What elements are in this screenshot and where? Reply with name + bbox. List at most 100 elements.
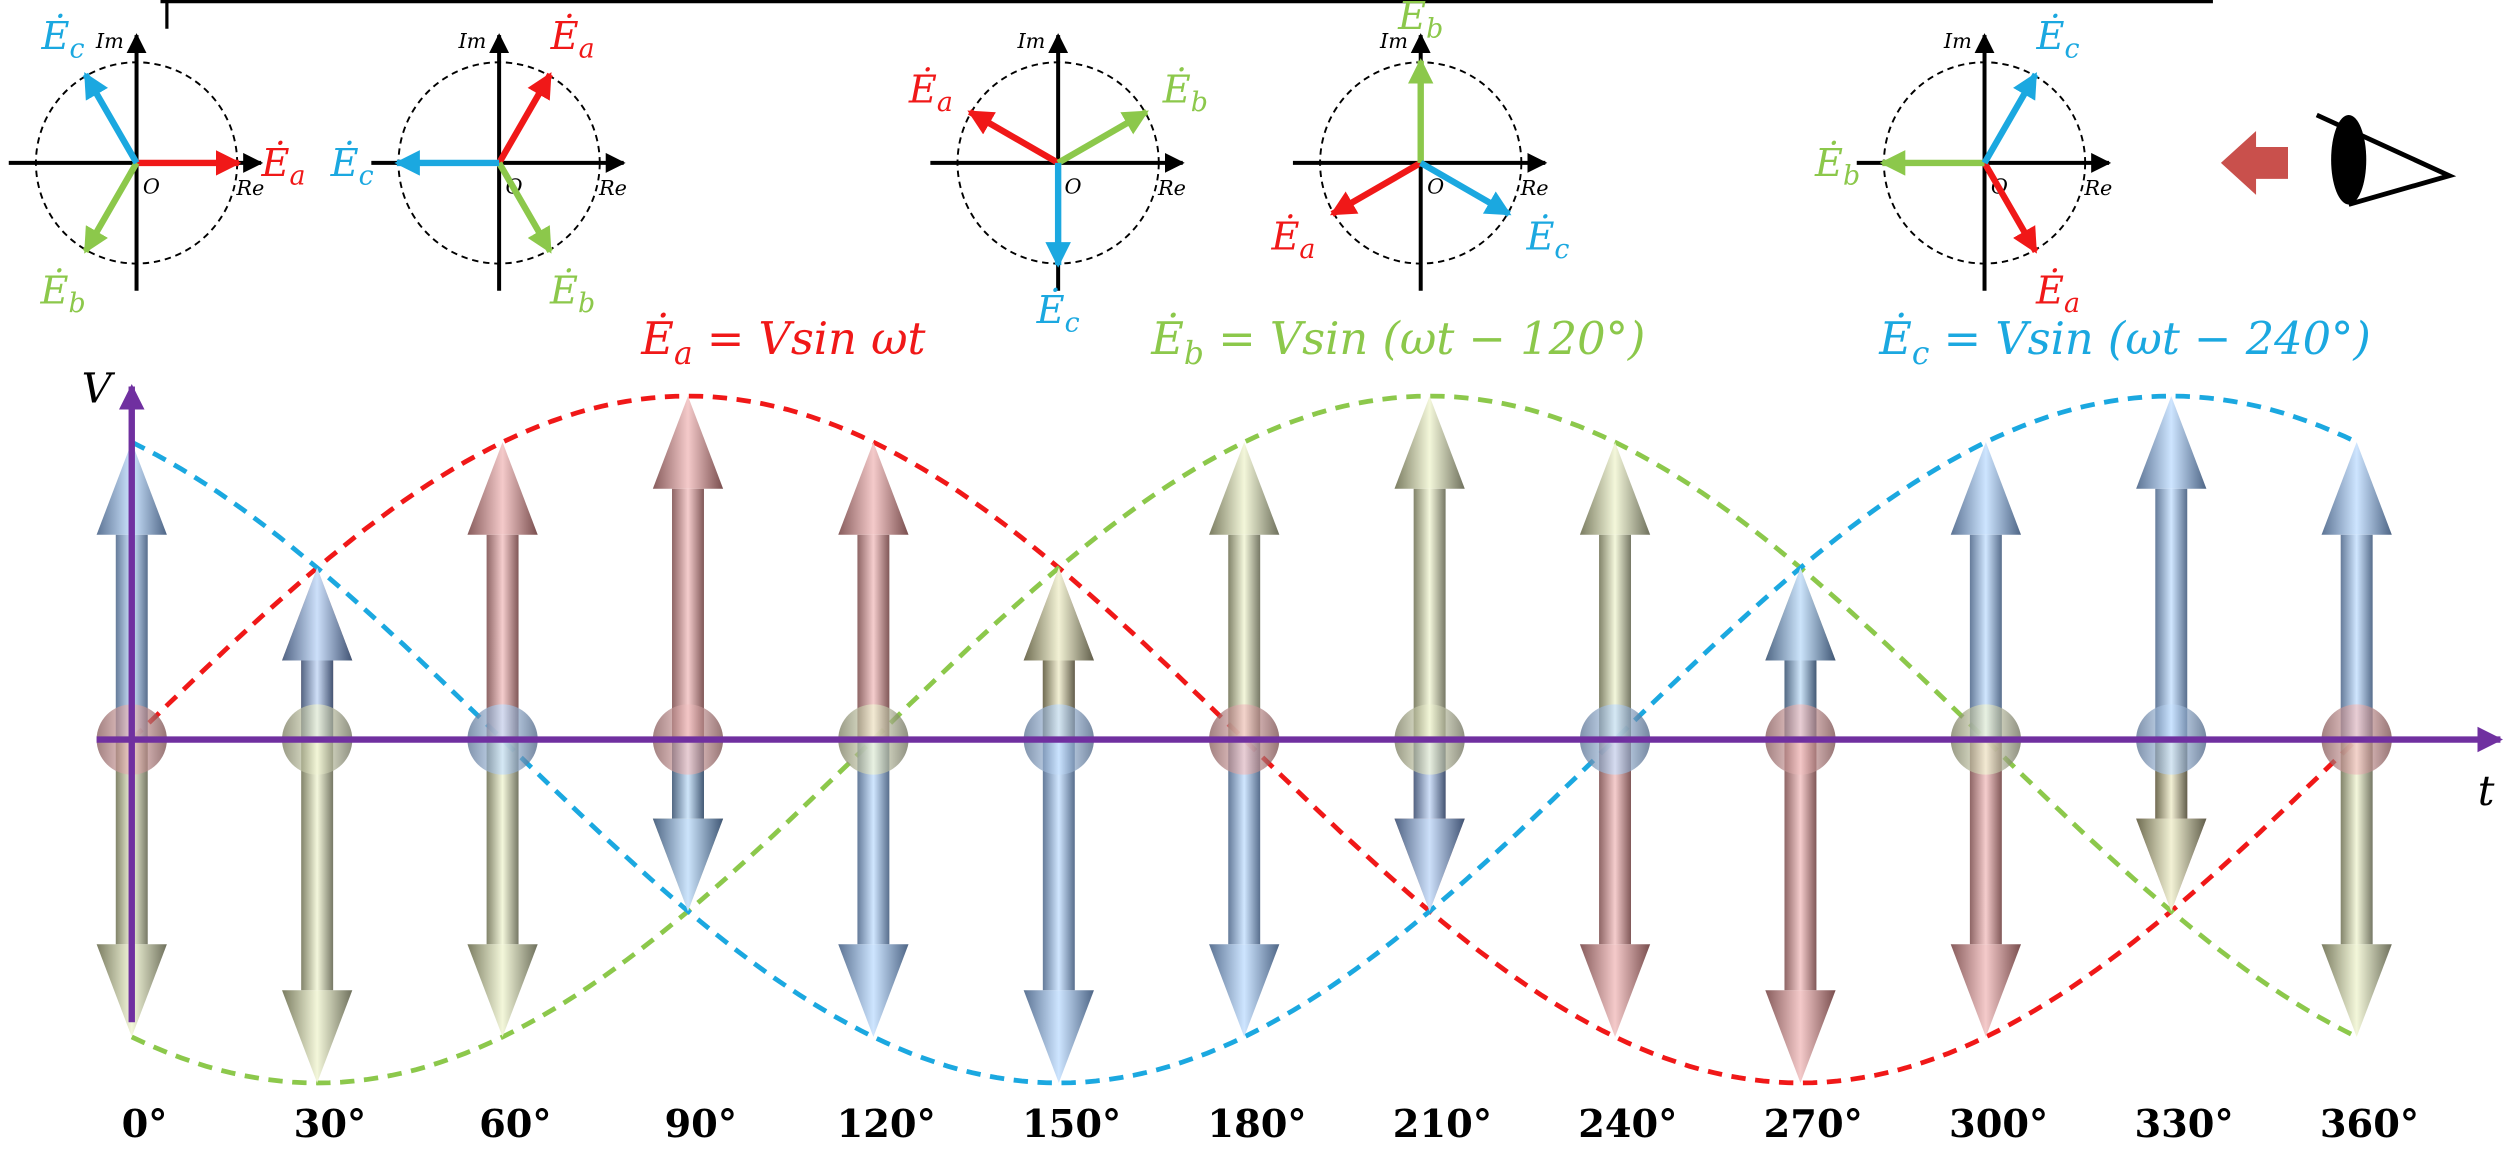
subscript: c <box>359 161 374 192</box>
symbol: Ė <box>260 139 289 186</box>
symbol: Ė <box>1150 311 1184 364</box>
view-arrow <box>2221 131 2288 195</box>
label: Ėb = Vsin (ωt − 120°) <box>1150 311 1645 371</box>
subscript: c <box>1065 308 1080 339</box>
label: Ėc <box>330 139 374 192</box>
label: Ėa = Vsin ωt <box>640 311 926 371</box>
angle-label: 270° <box>1764 1102 1863 1147</box>
subscript: c <box>1912 336 1930 372</box>
label: Ėb <box>1814 139 1860 192</box>
symbol: Ė <box>1162 66 1191 113</box>
label: Ėa <box>908 66 953 118</box>
origin-label: O <box>1065 174 1082 198</box>
phasor <box>85 74 136 163</box>
symbol: Ė <box>41 12 70 59</box>
subscript: c <box>2064 33 2079 64</box>
cone <box>653 819 723 912</box>
label: Ėc = Vsin (ωt − 240°) <box>1878 311 2371 371</box>
angle-label: 360° <box>2320 1102 2419 1147</box>
subscript: a <box>674 336 693 372</box>
label: Ėa <box>550 12 595 64</box>
equation-rhs: = Vsin (ωt − 240°) <box>1929 311 2370 364</box>
content: ImReOĖaĖbĖcImReOĖaĖbĖcImReOĖaĖbĖcImReOĖa… <box>9 0 2501 1147</box>
cone <box>1209 442 1279 535</box>
phasor <box>1985 163 2036 252</box>
cone <box>653 396 723 489</box>
angle-label: 300° <box>1949 1102 2048 1147</box>
subscript: a <box>937 87 953 118</box>
angle-label: 180° <box>1207 1102 1306 1147</box>
symbol: Ė <box>1525 213 1554 260</box>
label: Ėb <box>1162 66 1208 118</box>
cylinder <box>301 740 333 991</box>
phasor <box>1985 74 2036 163</box>
re-label: Re <box>235 176 264 200</box>
phasor <box>1332 163 1421 214</box>
symbol: Ė <box>908 66 937 113</box>
im-label: Im <box>1016 29 1045 53</box>
subscript: b <box>1191 87 1208 118</box>
equation-rhs: = Vsin ωt <box>693 311 927 364</box>
cone <box>2322 442 2392 535</box>
im-label: Im <box>95 29 124 53</box>
y-axis-label: V <box>82 364 116 413</box>
subscript: b <box>1184 336 1204 372</box>
cone <box>1765 990 1835 1083</box>
re-label: Re <box>598 176 627 200</box>
cone <box>2136 819 2206 912</box>
symbol: Ė <box>640 311 674 364</box>
angle-label: 120° <box>837 1102 936 1147</box>
symbol: Ė <box>549 266 578 313</box>
symbol: Ė <box>550 12 579 59</box>
cone <box>2136 396 2206 489</box>
im-label: Im <box>1943 29 1972 53</box>
angle-label: 210° <box>1393 1102 1492 1147</box>
re-label: Re <box>1157 176 1186 200</box>
cone <box>1394 819 1464 912</box>
angle-label: 90° <box>665 1102 738 1147</box>
label: Ėc <box>1525 213 1569 266</box>
cone <box>1580 944 1650 1037</box>
label: Ėb <box>1397 0 1443 45</box>
cone <box>282 990 352 1083</box>
phasor <box>499 163 550 252</box>
subscript: a <box>579 33 595 64</box>
im-label: Im <box>457 29 486 53</box>
cylinder <box>1784 740 1816 991</box>
angle-label: 150° <box>1022 1102 1121 1147</box>
symbol: Ė <box>1036 286 1065 333</box>
symbol: Ė <box>1878 311 1912 364</box>
eye-icon <box>2317 115 2450 204</box>
angle-label: 0° <box>122 1102 168 1147</box>
label: Ėc <box>2035 12 2079 64</box>
equation-rhs: = Vsin (ωt − 120°) <box>1204 311 1645 364</box>
cone <box>1765 568 1835 661</box>
angle-label: 30° <box>294 1102 367 1147</box>
cone <box>1024 568 1094 661</box>
label: Ėc <box>41 12 85 64</box>
label: Ėa <box>1270 213 1315 266</box>
origin-label: O <box>143 174 160 198</box>
symbol: Ė <box>2035 266 2064 313</box>
diagram: ImReOĖaĖbĖcImReOĖaĖbĖcImReOĖaĖbĖcImReOĖa… <box>0 0 2506 1150</box>
subscript: b <box>578 288 595 319</box>
symbol: Ė <box>1814 139 1843 186</box>
cone <box>282 568 352 661</box>
label: Ėb <box>549 266 595 319</box>
subscript: a <box>1299 234 1315 265</box>
phasor <box>970 112 1059 163</box>
subscript: c <box>70 33 85 64</box>
cone <box>1024 990 1094 1083</box>
angle-label: 240° <box>1578 1102 1677 1147</box>
label: Ėc <box>1036 286 1080 339</box>
symbol: Ė <box>330 139 359 186</box>
subscript: b <box>68 288 85 319</box>
re-label: Re <box>1520 176 1549 200</box>
symbol: Ė <box>1397 0 1426 39</box>
symbol: Ė <box>1270 213 1299 260</box>
cylinder <box>1414 489 1446 740</box>
subscript: a <box>289 161 305 192</box>
cone <box>2322 944 2392 1037</box>
angle-label: 330° <box>2134 1102 2233 1147</box>
x-axis-label: t <box>2478 766 2495 815</box>
